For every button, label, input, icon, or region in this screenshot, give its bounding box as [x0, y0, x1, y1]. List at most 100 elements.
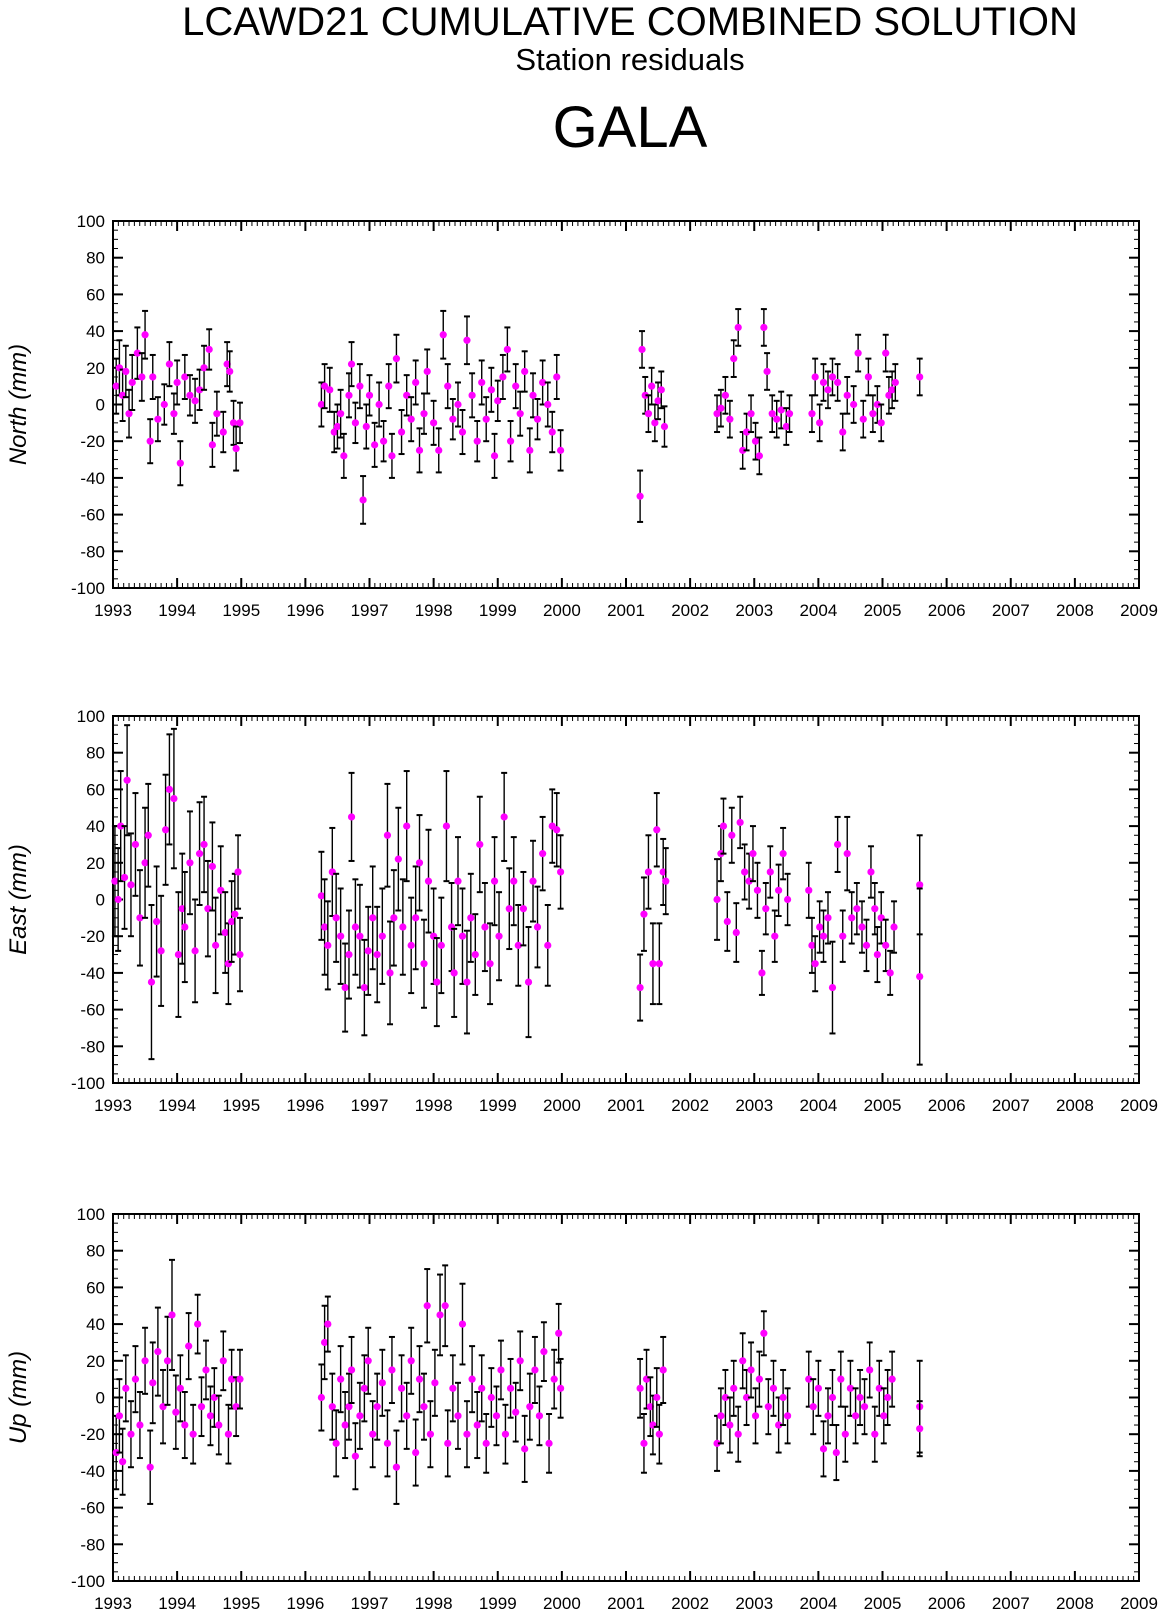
east-data-point: [321, 878, 329, 976]
north-data-point: [397, 409, 406, 456]
north-x-tick-label: 2007: [992, 601, 1030, 620]
east-marker: [458, 932, 467, 940]
east-marker: [141, 859, 149, 867]
east-data-point: [728, 806, 736, 864]
up-data-point: [866, 1341, 874, 1399]
up-marker: [149, 1379, 157, 1387]
east-marker: [221, 928, 229, 937]
east-marker: [644, 868, 653, 876]
north-data-point: [149, 353, 157, 400]
up-data-point: [497, 1339, 505, 1401]
north-data-point: [526, 427, 534, 474]
east-data-point: [886, 949, 894, 996]
north-marker: [777, 406, 785, 414]
up-data-point: [420, 1372, 428, 1441]
east-marker: [383, 831, 392, 839]
north-marker: [834, 378, 842, 387]
east-data-point: [217, 845, 225, 936]
east-data-point: [450, 927, 458, 1018]
east-data-point: [153, 865, 161, 978]
up-panel: 1993 1994 1995 1996 1997 1998 1999 2000 2001 2002…: [5, 1205, 1158, 1613]
east-data-point: [186, 810, 194, 916]
east-data-point: [328, 826, 336, 918]
north-data-point: [755, 436, 763, 476]
up-data-point: [717, 1387, 725, 1445]
east-data-point: [505, 867, 513, 951]
north-data-point: [773, 399, 781, 439]
east-data-point: [161, 773, 170, 886]
east-data-point: [424, 828, 433, 934]
north-x-tick-label: 2002: [671, 601, 709, 620]
north-data-point: [375, 381, 383, 428]
up-marker: [555, 1329, 563, 1337]
up-data-point: [364, 1326, 372, 1395]
up-data-point: [526, 1372, 534, 1441]
up-x-tick-label: 1999: [479, 1594, 517, 1613]
east-y-tick-label: 0: [96, 891, 105, 910]
north-data-point: [351, 401, 359, 445]
up-data-point: [751, 1387, 760, 1445]
up-marker: [846, 1384, 855, 1392]
east-marker: [120, 873, 129, 882]
up-data-point: [168, 1258, 176, 1371]
north-marker: [463, 336, 471, 344]
north-x-tick-label: 2001: [607, 601, 645, 620]
up-x-tick-label: 2001: [607, 1594, 645, 1613]
east-marker: [505, 905, 513, 913]
east-marker: [659, 868, 667, 876]
north-marker: [499, 373, 507, 381]
north-data-point: [412, 359, 420, 406]
east-x-tick-label: 1999: [479, 1096, 517, 1115]
up-data-point: [321, 1304, 329, 1381]
east-x-tick-label: 1994: [158, 1096, 196, 1115]
north-y-tick-label: 80: [86, 249, 105, 268]
up-y-tick-label: -40: [80, 1462, 105, 1481]
north-marker: [916, 373, 924, 381]
north-data-point: [122, 344, 130, 399]
up-y-tick-label: -60: [80, 1499, 105, 1518]
up-data-point: [482, 1413, 490, 1474]
north-marker: [651, 419, 659, 427]
north-data-point: [713, 394, 721, 434]
east-marker: [882, 941, 890, 949]
north-marker: [359, 496, 367, 504]
up-marker: [860, 1403, 869, 1411]
up-data-point: [642, 1348, 651, 1410]
north-marker: [494, 397, 502, 405]
north-marker: [548, 428, 556, 436]
north-data-point: [326, 366, 334, 413]
east-data-point: [467, 872, 475, 963]
north-y-tick-label: 100: [77, 212, 105, 231]
north-marker: [176, 459, 184, 467]
up-data-point: [726, 1396, 734, 1454]
east-data-point: [779, 826, 787, 881]
east-data-point: [749, 825, 757, 883]
up-data-point: [163, 1315, 172, 1406]
up-data-point: [454, 1381, 462, 1450]
up-data-point: [369, 1400, 377, 1469]
east-marker: [394, 855, 402, 863]
east-marker: [828, 983, 837, 992]
up-marker: [373, 1403, 381, 1411]
up-data-point: [734, 1405, 742, 1463]
east-marker: [390, 914, 398, 922]
north-marker: [742, 428, 751, 436]
east-marker: [653, 826, 661, 834]
east-data-point: [236, 916, 244, 993]
up-data-point: [351, 1422, 359, 1491]
north-data-point: [115, 339, 124, 397]
north-marker: [539, 378, 547, 387]
up-data-point: [146, 1429, 154, 1505]
east-data-point: [519, 870, 528, 947]
east-marker: [360, 983, 368, 992]
east-data-point: [719, 797, 728, 855]
up-marker: [397, 1384, 406, 1392]
north-marker: [141, 331, 149, 339]
east-marker: [386, 969, 394, 977]
up-marker: [181, 1421, 189, 1429]
north-data-point: [317, 381, 326, 428]
north-marker: [533, 415, 542, 423]
up-data-point: [730, 1359, 738, 1417]
east-marker: [195, 850, 204, 858]
north-data-point: [423, 348, 431, 395]
